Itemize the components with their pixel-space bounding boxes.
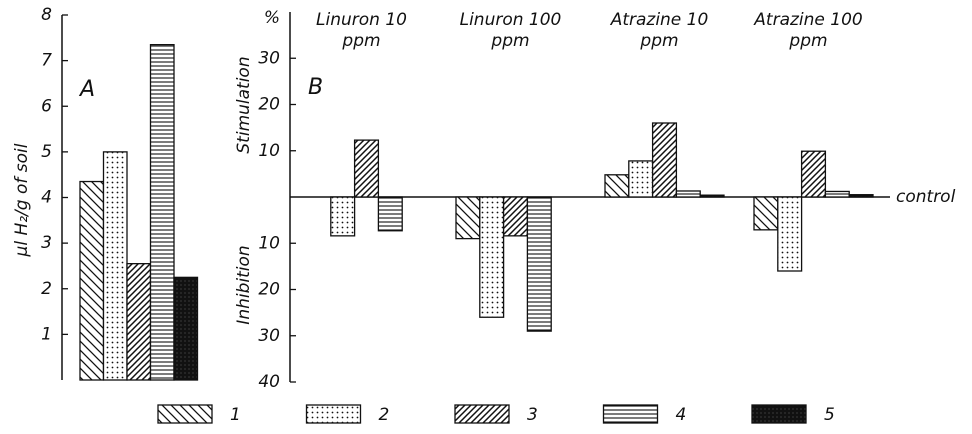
bar — [848, 194, 874, 198]
legend-label: 3 — [527, 405, 538, 425]
y-tick-label: 40 — [258, 372, 280, 392]
y-tick-label: 3 — [41, 233, 52, 253]
bar — [330, 196, 356, 237]
y-unit: % — [264, 8, 280, 28]
bar — [628, 160, 654, 198]
y-tick-label: 8 — [41, 5, 52, 25]
legend-swatch — [751, 404, 807, 424]
bar — [126, 263, 152, 381]
category-label: Linuron 10 ppm — [316, 10, 407, 51]
stimulation-label: Stimulation — [234, 56, 254, 153]
bar — [824, 190, 850, 198]
bar — [800, 150, 827, 198]
y-tick-label: 2 — [41, 279, 52, 299]
legend-swatch — [157, 404, 213, 424]
bar — [149, 44, 175, 381]
legend-label: 5 — [824, 405, 835, 425]
bar — [777, 196, 803, 272]
inhibition-label: Inhibition — [234, 245, 254, 324]
y-tick-label: 30 — [258, 48, 280, 68]
legend-swatch — [305, 404, 362, 424]
legend-label: 4 — [676, 405, 687, 425]
y-tick-label: 1 — [41, 324, 52, 344]
y-tick-label: 7 — [41, 51, 52, 71]
y-tick-label: 6 — [41, 96, 52, 116]
bar — [699, 194, 725, 198]
y-tick-label: 4 — [41, 188, 52, 208]
bar — [526, 196, 552, 332]
panel-label: A — [78, 77, 95, 102]
category-label: Atrazine 10 ppm — [610, 10, 709, 51]
bar — [173, 276, 199, 381]
bar — [675, 190, 701, 198]
legend-label: 2 — [379, 405, 390, 425]
bar — [479, 196, 505, 318]
legend-swatch — [602, 404, 659, 424]
bar — [604, 174, 630, 198]
legend-label: 1 — [230, 405, 241, 425]
bar — [79, 180, 105, 381]
y-tick-label: 20 — [258, 95, 280, 115]
category-label: Linuron 100 ppm — [459, 10, 562, 51]
category-label: Atrazine 100 ppm — [754, 10, 863, 51]
bar — [102, 151, 128, 381]
bar — [455, 196, 481, 240]
panel-label: B — [308, 75, 323, 100]
y-tick-label: 20 — [258, 280, 280, 300]
y-axis-label: µl H₂/g of soil — [12, 143, 32, 257]
bar — [502, 196, 529, 237]
y-tick-label: 30 — [258, 326, 280, 346]
y-tick-label: 10 — [258, 141, 280, 161]
legend-swatch — [454, 404, 510, 424]
bar — [651, 122, 678, 198]
bar — [377, 196, 403, 232]
bar — [353, 139, 380, 198]
y-tick-label: 5 — [41, 142, 52, 162]
bar — [753, 196, 779, 231]
y-tick-label: 10 — [258, 233, 280, 253]
control-label: control — [896, 187, 956, 207]
